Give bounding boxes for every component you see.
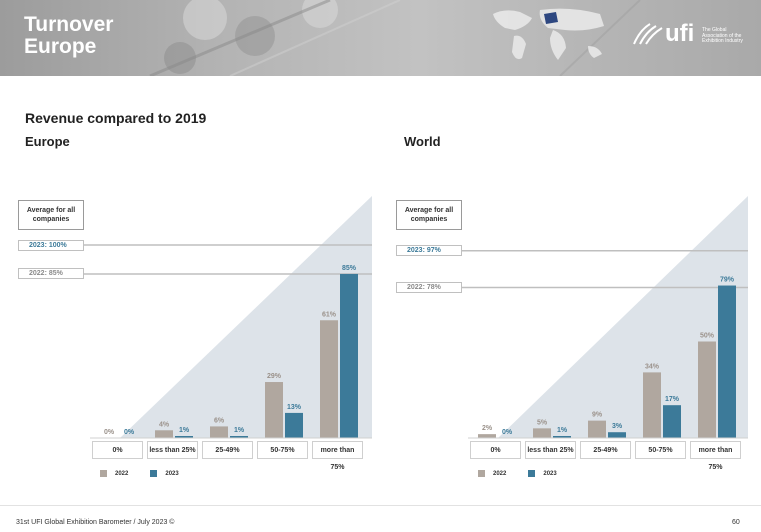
category-label: less than 25% xyxy=(147,441,198,459)
bar-2022 xyxy=(320,320,338,438)
legend-swatch xyxy=(150,470,158,477)
legend-item-2022: 2022 xyxy=(100,470,129,478)
reference-line-label: 2023: 100% xyxy=(18,239,84,251)
background-triangle xyxy=(498,196,748,438)
page-title-line1: Turnover xyxy=(24,13,114,36)
reference-line-label: 2023: 97% xyxy=(396,245,462,257)
data-label: 1% xyxy=(179,427,190,434)
data-label: 2% xyxy=(482,425,493,432)
data-label: 29% xyxy=(267,373,282,380)
slide-subtitle: Revenue compared to 2019 xyxy=(25,110,207,126)
legend: 2022 2023 xyxy=(100,470,201,477)
bar-2023 xyxy=(340,273,358,438)
data-label: 4% xyxy=(159,421,170,428)
data-label: 17% xyxy=(665,396,680,403)
legend-swatch xyxy=(100,470,107,477)
header-banner: Turnover Europe ufi The Global Associati… xyxy=(0,0,761,76)
category-label: more than 75% xyxy=(690,441,741,471)
legend-label: 2022 xyxy=(493,471,507,478)
ufi-logo: ufi xyxy=(665,20,695,47)
average-box: Average for all companies xyxy=(396,200,462,230)
bar-2023 xyxy=(175,436,193,438)
bar-2022 xyxy=(698,341,716,438)
page-number: 60 xyxy=(732,519,740,526)
ufi-tagline: The Global Association of the Exhibition… xyxy=(702,27,743,44)
data-label: 61% xyxy=(322,311,337,318)
data-label: 3% xyxy=(612,423,623,430)
bar-2023 xyxy=(718,285,736,438)
average-box: Average for all companies xyxy=(18,200,84,230)
reference-line-label: 2022: 78% xyxy=(396,281,462,293)
legend-swatch xyxy=(478,470,485,477)
data-label: 0% xyxy=(104,429,115,436)
data-label: 79% xyxy=(720,277,735,284)
ufi-logo-icon xyxy=(633,23,663,45)
category-label: 50-75% xyxy=(257,441,308,459)
background-triangle xyxy=(120,196,372,438)
category-label: more than 75% xyxy=(312,441,363,471)
bar-2022 xyxy=(265,382,283,438)
data-label: 1% xyxy=(234,427,245,434)
footer-divider xyxy=(0,505,761,506)
bar-2022 xyxy=(210,426,228,438)
bar-2023 xyxy=(663,405,681,438)
legend-label: 2023 xyxy=(165,471,179,478)
bar-2022 xyxy=(643,372,661,438)
footer-text: 31st UFI Global Exhibition Barometer / J… xyxy=(16,519,175,526)
data-label: 85% xyxy=(342,265,357,272)
bar-2023 xyxy=(553,436,571,438)
bar-2022 xyxy=(533,428,551,438)
data-label: 13% xyxy=(287,404,302,411)
legend-item-2022: 2022 xyxy=(478,470,507,478)
category-label: less than 25% xyxy=(525,441,576,459)
legend-label: 2023 xyxy=(543,471,557,478)
banner-decoration xyxy=(149,0,663,76)
bar-2023 xyxy=(230,436,248,438)
legend: 2022 2023 xyxy=(478,470,579,477)
legend-label: 2022 xyxy=(115,471,129,478)
data-label: 1% xyxy=(557,427,568,434)
data-label: 50% xyxy=(700,333,715,340)
data-label: 5% xyxy=(537,419,548,426)
data-label: 34% xyxy=(645,363,660,370)
category-label: 50-75% xyxy=(635,441,686,459)
world-map-icon xyxy=(493,8,604,60)
data-label: 0% xyxy=(124,429,135,436)
legend-item-2023: 2023 xyxy=(528,470,557,478)
panel-title-europe: Europe xyxy=(25,134,70,149)
category-label: 0% xyxy=(470,441,521,459)
bar-2023 xyxy=(608,432,626,438)
data-label: 9% xyxy=(592,412,603,419)
data-label: 0% xyxy=(502,429,513,436)
data-label: 6% xyxy=(214,417,225,424)
bar-2022 xyxy=(478,434,496,438)
reference-line-label: 2022: 85% xyxy=(18,268,84,280)
page-title: Turnover Europe xyxy=(24,14,113,58)
category-label: 0% xyxy=(92,441,143,459)
bar-2022 xyxy=(588,420,606,438)
legend-item-2023: 2023 xyxy=(150,470,179,478)
bar-2023 xyxy=(285,412,303,438)
panel-title-world: World xyxy=(404,134,441,149)
category-label: 25-49% xyxy=(202,441,253,459)
bar-2022 xyxy=(155,430,173,438)
category-label: 25-49% xyxy=(580,441,631,459)
page-title-line2: Europe xyxy=(24,35,97,58)
legend-swatch xyxy=(528,470,536,477)
